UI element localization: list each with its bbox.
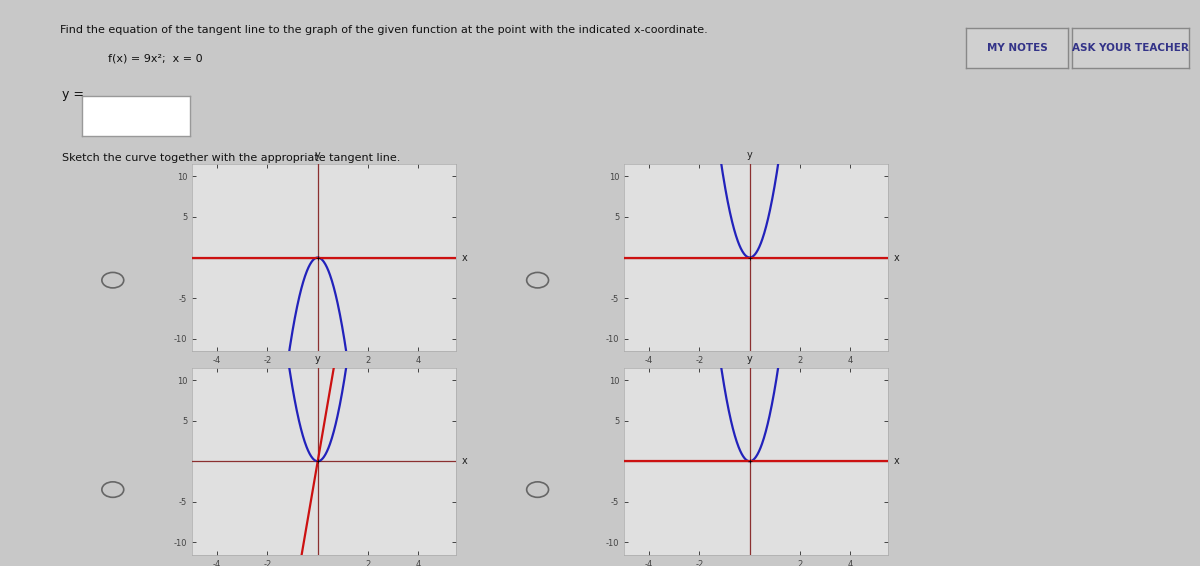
- Text: ASK YOUR TEACHER: ASK YOUR TEACHER: [1072, 43, 1189, 53]
- Text: y: y: [746, 151, 752, 160]
- Text: y: y: [314, 354, 320, 364]
- Text: x: x: [893, 456, 899, 466]
- Text: MY NOTES: MY NOTES: [986, 43, 1048, 53]
- Text: y: y: [746, 354, 752, 364]
- Text: x: x: [461, 456, 467, 466]
- Text: Sketch the curve together with the appropriate tangent line.: Sketch the curve together with the appro…: [62, 153, 401, 163]
- Text: f(x) = 9x²;  x = 0: f(x) = 9x²; x = 0: [108, 54, 203, 64]
- Text: y =: y =: [62, 88, 84, 101]
- Text: x: x: [461, 252, 467, 263]
- Text: Find the equation of the tangent line to the graph of the given function at the : Find the equation of the tangent line to…: [60, 25, 708, 36]
- Text: y: y: [314, 151, 320, 160]
- Text: x: x: [893, 252, 899, 263]
